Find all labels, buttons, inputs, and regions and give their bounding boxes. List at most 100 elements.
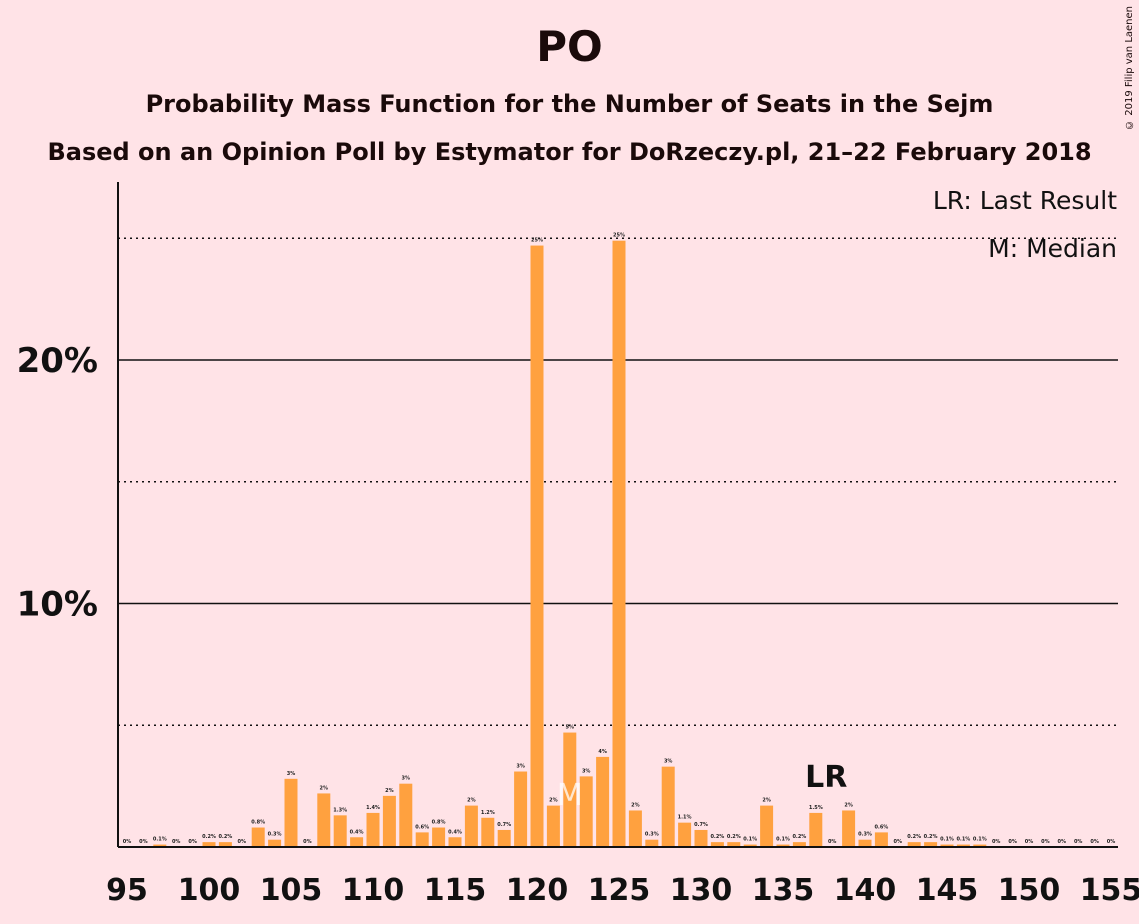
x-tick-label: 135 [752,873,815,908]
x-tick-label: 145 [916,873,979,908]
bar-value-label: 0.6% [874,824,888,830]
y-tick-label: 10% [17,585,98,625]
bar [448,837,462,847]
bar-value-label: 0% [1008,839,1017,845]
bar [874,832,888,847]
bar-value-label: 0% [139,839,148,845]
bar [563,732,577,847]
x-tick-label: 150 [998,873,1061,908]
bar-value-label: 0% [172,839,181,845]
bar-value-label: 3% [287,771,296,777]
x-tick-label: 125 [588,873,651,908]
bar [760,805,774,847]
bar-value-label: 0.8% [251,820,265,826]
bar-value-label: 0.7% [497,822,511,828]
bar-value-label: 0% [894,839,903,845]
bar [153,844,167,847]
bar-value-label: 2% [762,798,771,804]
x-tick-label: 130 [670,873,733,908]
bar [497,829,511,847]
bar-value-label: 0% [1058,839,1067,845]
bar-value-label: 0% [1074,839,1083,845]
bar [776,844,790,847]
bar [924,842,938,847]
bar-value-label: 2% [320,785,329,791]
x-tick-label: 120 [506,873,569,908]
bar [842,810,856,847]
bar-value-label: 0.1% [776,837,790,843]
bar-value-label: 0.6% [415,824,429,830]
bar-value-label: 0% [188,839,197,845]
bar [481,817,495,847]
x-tick-label: 155 [1080,873,1139,908]
bar [317,793,331,847]
bar-value-label: 0% [1041,839,1050,845]
bar [399,783,413,847]
bar [973,844,987,847]
last-result-marker: LR [805,760,847,795]
bar-value-label: 3% [402,776,411,782]
bar [218,842,232,847]
bar [546,805,560,847]
bar-value-label: 25% [613,233,625,239]
bar-value-label: 0% [123,839,132,845]
bar [350,837,364,847]
bar [645,839,659,847]
bar-value-label: 2% [467,798,476,804]
chart-subtitle-source: Based on an Opinion Poll by Estymator fo… [47,138,1092,166]
bar [415,832,429,847]
bar [366,812,380,847]
bar-value-label: 0.2% [710,834,724,840]
bar-value-label: 0.3% [268,832,282,838]
x-tick-label: 105 [260,873,323,908]
bar-value-label: 0.8% [432,820,446,826]
bar [678,822,692,847]
bar-value-label: 5% [566,725,575,731]
bar-value-label: 0% [828,839,837,845]
bar-value-label: 0.2% [727,834,741,840]
bar-value-label: 0% [1107,839,1116,845]
bar [596,756,610,847]
bar [907,842,921,847]
bar [743,844,757,847]
bar-value-label: 1.4% [366,805,380,811]
chart-subtitle: Probability Mass Function for the Number… [145,90,994,118]
bar-value-label: 0.1% [973,837,987,843]
bar [694,829,708,847]
bar-value-label: 0.2% [202,834,216,840]
bar [858,839,872,847]
bar [464,805,478,847]
bar [284,778,298,847]
bar-value-label: 1.5% [809,805,823,811]
bar-value-label: 0.4% [448,829,462,835]
x-tick-label: 95 [106,873,148,908]
bar-value-label: 0% [238,839,247,845]
bar-value-label: 1.3% [333,807,347,813]
bar-value-label: 0% [1090,839,1099,845]
median-marker: M [557,778,583,813]
bar [530,245,544,847]
bar [710,842,724,847]
bar [661,766,675,847]
bar-value-label: 2% [385,788,394,794]
bar-value-label: 4% [598,749,607,755]
bar-value-label: 2% [631,802,640,808]
x-tick-label: 100 [178,873,241,908]
bar [251,827,265,847]
bar-value-label: 0.7% [694,822,708,828]
bar-value-label: 0% [1025,839,1034,845]
bar-value-label: 2% [844,802,853,808]
bar-value-label: 0.2% [924,834,938,840]
bar-value-label: 0.1% [743,837,757,843]
bar-value-label: 3% [516,764,525,770]
bar [809,812,823,847]
y-tick-label: 20% [17,341,98,381]
bar [727,842,741,847]
bar [202,842,216,847]
x-tick-label: 110 [342,873,405,908]
bar-value-label: 3% [664,759,673,765]
x-tick-label: 115 [424,873,487,908]
bar-value-label: 0% [303,839,312,845]
x-tick-label: 140 [834,873,897,908]
